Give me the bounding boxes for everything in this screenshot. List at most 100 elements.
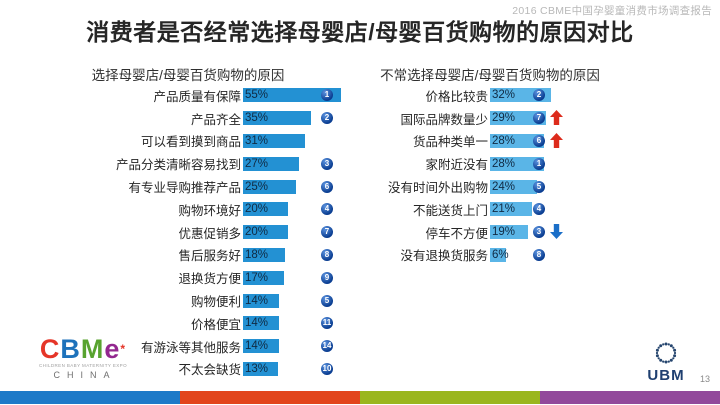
rank-badge: 1 (321, 89, 333, 102)
bar (243, 111, 311, 126)
bar (243, 88, 341, 103)
cbme-letter: M (80, 334, 105, 364)
bar-area: 28% 1 (490, 156, 622, 171)
cbme-letter: C (39, 334, 61, 364)
report-header: 2016 CBME中国孕婴童消费市场调查报告 (512, 5, 712, 17)
bar-area: 6% 8 (490, 247, 622, 262)
bar-area: 27% 3 (243, 156, 358, 171)
category-label: 家附近没有 (425, 158, 488, 173)
trend-down-icon (550, 224, 563, 244)
category-label: 产品齐全 (190, 112, 241, 127)
rank-badge: 7 (533, 112, 545, 125)
cbme-logo-letters: CBMe* (28, 334, 138, 364)
category-label: 不太会缺货 (178, 363, 241, 378)
bar (243, 156, 299, 171)
value-label: 25% (245, 180, 269, 193)
chart-row: 价格便宜 14% 11 (28, 312, 358, 335)
right-bar-chart: 价格比较贵 32% 2 国际品牌数量少 29% 7 货品种类单一 28% 6 家附近没有 28% 1 没… (372, 84, 622, 266)
chart-row: 价格比较贵 32% 2 (372, 84, 622, 107)
category-label: 产品分类清晰容易找到 (115, 158, 241, 173)
cbme-letter: e (104, 334, 121, 364)
value-label: 20% (245, 203, 269, 216)
category-label: 不能送货上门 (412, 203, 488, 218)
chart-row: 产品齐全 35% 2 (28, 107, 358, 130)
value-label: 28% (492, 157, 516, 170)
ubm-logo: UBM (636, 340, 696, 384)
category-label: 有专业导购推荐产品 (128, 181, 241, 196)
bar (243, 316, 279, 331)
chart-row: 退换货方便 17% 9 (28, 266, 358, 289)
chart-row: 购物环境好 20% 4 (28, 198, 358, 221)
chart-row: 国际品牌数量少 29% 7 (372, 107, 622, 130)
chart-row: 货品种类单一 28% 6 (372, 130, 622, 153)
rank-badge: 3 (321, 157, 333, 170)
category-label: 没有时间外出购物 (387, 181, 488, 196)
cbme-logo: CBMe* CHILDREN BABY MATERNITY EXPO CHINA (28, 334, 138, 381)
cbme-region-label: CHINA (53, 370, 117, 380)
bar-area: 25% 6 (243, 179, 358, 194)
category-label: 购物便利 (190, 295, 241, 310)
value-label: 28% (492, 134, 516, 147)
cbme-letter: B (60, 334, 81, 364)
right-chart-title: 不常选择母婴店/母婴百货购物的原因 (380, 68, 600, 83)
chart-row: 优惠促销多 20% 7 (28, 221, 358, 244)
rank-badge: 8 (321, 248, 333, 261)
value-label: 24% (492, 180, 516, 193)
bar (243, 270, 284, 285)
value-label: 21% (492, 203, 516, 216)
bar-area: 14% 14 (243, 339, 358, 354)
rank-badge: 7 (321, 226, 333, 239)
category-label: 货品种类单一 (412, 135, 488, 150)
value-label: 35% (245, 112, 269, 125)
category-label: 国际品牌数量少 (400, 112, 488, 127)
category-label: 可以看到摸到商品 (140, 135, 241, 150)
rank-badge: 10 (321, 362, 333, 375)
category-label: 有游泳等其他服务 (140, 340, 241, 355)
cbme-asterisk: * (120, 342, 127, 356)
bar (490, 133, 544, 148)
rank-badge: 8 (533, 248, 545, 261)
bar-area: 14% 5 (243, 293, 358, 308)
bar-area: 55% 1 (243, 88, 358, 103)
rank-badge: 5 (533, 180, 545, 193)
bar (243, 293, 279, 308)
bar (490, 156, 544, 171)
chart-row: 购物便利 14% 5 (28, 289, 358, 312)
bar-area: 24% 5 (490, 179, 622, 194)
value-label: 6% (492, 248, 509, 261)
bar-area: 28% 6 (490, 132, 622, 148)
bar-area: 32% 2 (490, 88, 622, 103)
bar (490, 225, 528, 240)
rank-badge: 6 (321, 180, 333, 193)
bar (243, 247, 285, 262)
stripe-segment (360, 391, 540, 404)
bar (243, 339, 279, 354)
left-bar-chart: 产品质量有保障 55% 1 产品齐全 35% 2 可以看到摸到商品 31% 产品分类清晰容易找到… (28, 84, 358, 380)
rank-badge: 4 (321, 203, 333, 216)
rank-badge: 9 (321, 271, 333, 284)
stripe-segment (540, 391, 720, 404)
category-label: 售后服务好 (178, 249, 241, 264)
category-label: 价格比较贵 (425, 89, 488, 104)
value-label: 29% (492, 112, 516, 125)
value-label: 18% (245, 248, 269, 261)
ubm-wreath-icon (655, 342, 677, 364)
category-label: 价格便宜 (190, 317, 241, 332)
bar-area: 14% 11 (243, 316, 358, 331)
bar-area: 20% 4 (243, 202, 358, 217)
value-label: 19% (492, 226, 516, 239)
value-label: 55% (245, 89, 269, 102)
value-label: 17% (245, 271, 269, 284)
stripe-segment (180, 391, 360, 404)
bar (243, 133, 305, 148)
rank-badge: 5 (321, 294, 333, 307)
chart-row: 产品质量有保障 55% 1 (28, 84, 358, 107)
value-label: 27% (245, 157, 269, 170)
rank-badge: 14 (321, 340, 333, 353)
chart-row: 有专业导购推荐产品 25% 6 (28, 175, 358, 198)
bar (490, 247, 506, 262)
chart-row: 售后服务好 18% 8 (28, 244, 358, 267)
category-label: 退换货方便 (178, 272, 241, 287)
footer-color-stripe (0, 391, 720, 404)
bar-area: 17% 9 (243, 270, 358, 285)
